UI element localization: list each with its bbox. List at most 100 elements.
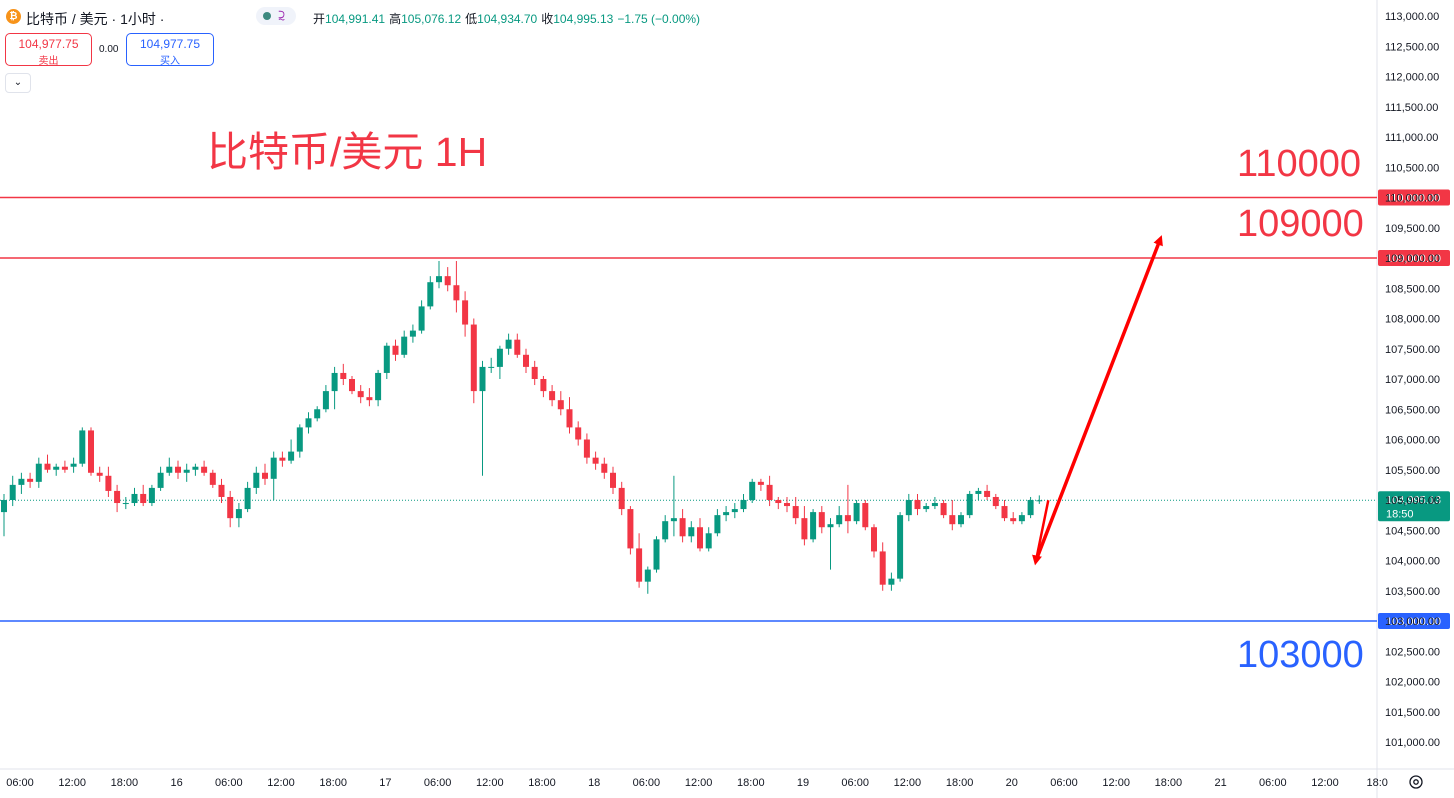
candle-body: [1018, 515, 1025, 522]
settings-gear-icon[interactable]: [1407, 773, 1425, 791]
candle-body: [627, 509, 634, 549]
time-tick-label: 06:00: [424, 777, 452, 789]
level-103000-text[interactable]: 103000: [1237, 634, 1364, 676]
price-tick-label: 110,500.00: [1385, 162, 1439, 174]
candle-body: [801, 518, 808, 540]
last-price-tag-text: 104,995.13: [1386, 494, 1441, 506]
candle-body: [566, 409, 573, 428]
time-tick-label: 19: [797, 777, 809, 789]
candle-body: [88, 430, 94, 473]
time-axis[interactable]: 06:00 12:00 18:00 16 06:00 12:00 18:00 17 06:00 1…: [6, 777, 1388, 789]
projection-arrow[interactable]: [1032, 235, 1163, 566]
candle-body: [1036, 500, 1043, 502]
time-tick-label: 12:00: [1102, 777, 1130, 789]
candle-body: [340, 372, 347, 379]
candle-body: [653, 539, 660, 570]
sell-button[interactable]: 104,977.75 卖出: [5, 33, 92, 67]
sell-price: 104,977.75: [18, 37, 79, 51]
time-tick-label: 21: [1214, 777, 1226, 789]
price-tick-label: 113,000.00: [1385, 11, 1439, 23]
candle-body: [175, 466, 181, 473]
candle-body: [984, 490, 991, 497]
price-tick-label: 107,500.00: [1385, 344, 1440, 356]
candle-body: [714, 515, 721, 534]
candle-body: [540, 379, 547, 392]
collapse-button[interactable]: ⌄: [5, 73, 31, 93]
candlestick-series: [1, 261, 1043, 594]
level-110000-text[interactable]: 110000: [1237, 143, 1361, 185]
symbol-title[interactable]: 比特币 / 美元 · 1小时 ·: [26, 11, 165, 27]
time-tick-label: 18:00: [111, 777, 139, 789]
price-tick-label: 102,500.00: [1385, 646, 1440, 658]
candle-body: [235, 509, 242, 519]
candle-body: [514, 339, 521, 355]
candle-body: [35, 463, 42, 482]
annotation-title[interactable]: 比特币/美元 1H: [207, 129, 488, 175]
candle-body: [670, 518, 677, 522]
candle-body: [618, 487, 625, 510]
candle-body: [18, 478, 25, 485]
time-tick-label: 18: [588, 777, 600, 789]
candle-body: [9, 484, 16, 500]
candle-body: [114, 490, 121, 504]
price-tick-label: 101,500.00: [1385, 707, 1440, 719]
candle-body: [523, 354, 529, 367]
level-price-tag-text: 110,000.00: [1386, 193, 1440, 205]
price-axis[interactable]: 113,000.00 112,500.00 112,000.00 111,500.00…: [1385, 11, 1440, 749]
arrow-up-segment: [1034, 235, 1163, 562]
ohlc-value: 104,991.41: [325, 12, 386, 26]
time-tick-label: 12:00: [267, 777, 295, 789]
candle-body: [775, 500, 782, 504]
horizontal-levels[interactable]: 110,000.00 109,000.00 103,000.00 104,995.13…: [0, 189, 1450, 630]
candle-body: [462, 300, 469, 325]
price-tick-label: 108,500.00: [1385, 283, 1440, 295]
candle-body: [949, 515, 956, 525]
candle-body: [218, 484, 225, 497]
level-price-tag-text: 103,000.00: [1386, 616, 1441, 628]
price-tick-label: 103,000.00: [1385, 616, 1440, 628]
time-tick-label: 12:00: [894, 777, 922, 789]
candle-body: [879, 551, 886, 585]
ohlc-value: 104,934.70: [477, 12, 538, 26]
candle-body: [209, 472, 216, 485]
candle-body: [557, 400, 564, 410]
candle-body: [148, 487, 155, 504]
share-icon[interactable]: ⫈: [278, 9, 286, 23]
candle-body: [583, 439, 590, 458]
time-tick-label: 12:00: [1311, 777, 1339, 789]
candle-body: [453, 285, 460, 301]
time-tick-label: 18:0: [1366, 777, 1387, 789]
level-price-tag: [1378, 613, 1450, 629]
candle-body: [401, 336, 408, 355]
candle-body: [322, 391, 329, 410]
price-tick-label: 104,500.00: [1385, 525, 1440, 537]
candle-body: [688, 527, 695, 537]
indicator-toggle[interactable]: ⫈: [256, 7, 296, 25]
candle-body: [383, 345, 390, 373]
price-tick-label: 110,000.00: [1385, 193, 1439, 205]
price-tick-label: 112,000.00: [1385, 72, 1439, 84]
candle-body: [792, 506, 799, 519]
candle-body: [496, 348, 503, 367]
candle-body: [1027, 500, 1034, 516]
time-tick-label: 18:00: [528, 777, 556, 789]
bitcoin-icon: ₿: [6, 9, 21, 24]
candle-body: [871, 527, 877, 552]
ohlc-label: 高: [389, 12, 402, 26]
candle-body: [705, 533, 712, 549]
candle-body: [349, 379, 355, 392]
time-tick-label: 12:00: [685, 777, 713, 789]
sell-label: 卖出: [38, 56, 59, 67]
candle-body: [479, 366, 486, 392]
candle-body: [436, 276, 442, 283]
candle-body: [505, 339, 512, 349]
level-109000-text[interactable]: 109000: [1237, 203, 1364, 245]
price-tick-label: 104,000.00: [1385, 556, 1440, 568]
price-tick-label: 101,000.00: [1385, 737, 1440, 749]
buy-button[interactable]: 104,977.75 买入: [126, 33, 214, 67]
price-tick-label: 109,000.00: [1385, 253, 1440, 265]
candle-body: [296, 427, 303, 452]
level-price-tag: [1378, 250, 1450, 266]
candle-body: [723, 512, 730, 516]
